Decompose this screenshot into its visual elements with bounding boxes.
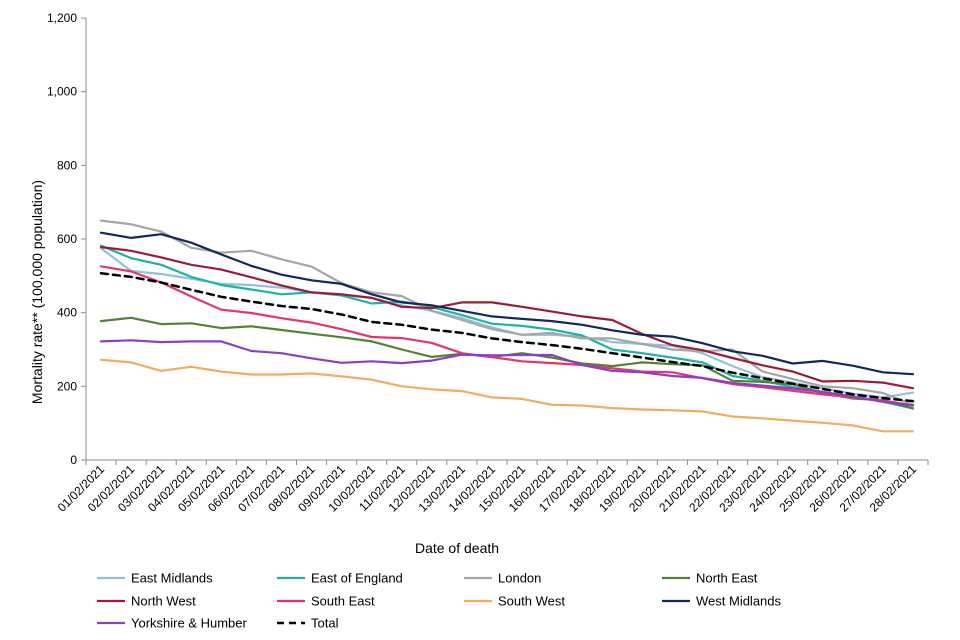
y-axis-title: Mortality rate** (100,000 population) [29, 180, 45, 404]
series-line-north-west [99, 246, 915, 390]
legend-label-west-midlands: West Midlands [696, 594, 782, 609]
legend-label-london: London [498, 571, 541, 586]
series-line-london [99, 219, 915, 406]
series-line-south-east [99, 265, 915, 407]
series-lines [99, 219, 915, 433]
chart-axes [81, 17, 929, 465]
x-tick-labels: 01/02/202102/02/202103/02/202104/02/2021… [55, 462, 920, 515]
legend-label-north-west: North West [131, 594, 196, 609]
series-line-west-midlands [99, 231, 915, 376]
series-line-total [99, 272, 915, 403]
legend: East Midlands East of England London North … [97, 571, 782, 631]
y-tick-label: 800 [57, 158, 77, 172]
series-line-south-west [99, 358, 915, 433]
legend-label-total: Total [311, 616, 339, 631]
y-tick-label: 0 [70, 453, 77, 467]
y-tick-label: 200 [57, 379, 77, 393]
legend-label-east-midlands: East Midlands [131, 571, 213, 586]
y-tick-label: 1,000 [47, 85, 77, 99]
legend-label-east-of-england: East of England [311, 571, 403, 586]
y-tick-label: 400 [57, 306, 77, 320]
legend-label-yorkshire-humber: Yorkshire & Humber [131, 616, 248, 631]
x-axis-title: Date of death [415, 540, 499, 556]
legend-label-south-east: South East [311, 594, 375, 609]
legend-label-north-east: North East [696, 571, 758, 586]
y-tick-label: 1,200 [47, 11, 77, 25]
y-tick-labels: 0 200 400 600 800 1,000 1,200 [47, 11, 77, 467]
legend-label-south-west: South West [498, 594, 565, 609]
y-tick-label: 600 [57, 232, 77, 246]
series-line-yorkshire-humber [99, 339, 915, 407]
